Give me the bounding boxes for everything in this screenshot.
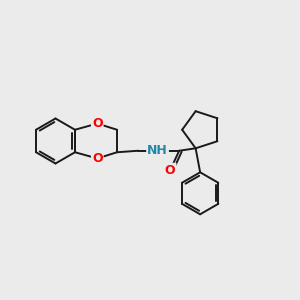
Text: O: O [92,117,103,130]
Text: O: O [165,164,176,177]
Text: NH: NH [147,144,168,157]
Text: O: O [92,152,103,165]
